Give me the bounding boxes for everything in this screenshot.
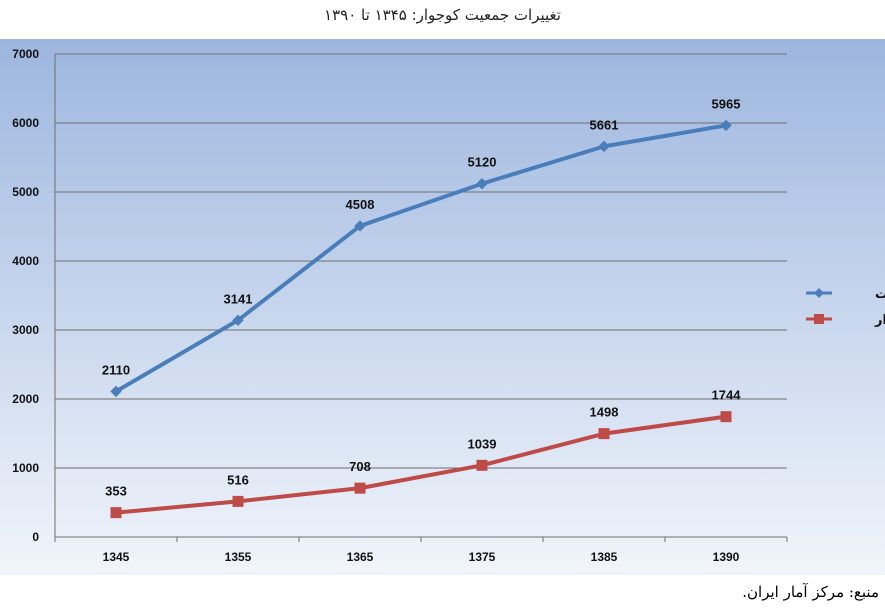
y-tick-label-1000: 1000 (12, 461, 39, 475)
point-marker-0-5 (720, 119, 732, 132)
axes: 0 1000 2000 3000 4000 5000 6000 7000 1345 1355 136… (12, 47, 788, 564)
chart-background (0, 39, 885, 575)
series-group (110, 119, 732, 519)
y-tick-label-0: 0 (32, 530, 39, 544)
y-tick-label-6000: 6000 (12, 116, 39, 130)
y-tick-label-2000: 2000 (12, 392, 39, 406)
point-marker-1-1 (232, 495, 244, 507)
x-tick-label-1385: 1385 (591, 550, 618, 564)
x-tick-label-1375: 1375 (469, 550, 496, 564)
data-label-0-1: 3141 (224, 291, 253, 306)
point-marker-1-5 (720, 411, 732, 423)
point-marker-0-2 (354, 220, 366, 232)
data-label-1-4: 1498 (590, 405, 619, 420)
point-marker-1-3 (476, 459, 488, 471)
y-tick-label-4000: 4000 (12, 254, 39, 268)
x-tick-label-1355: 1355 (225, 550, 252, 564)
source-note: منبع: مرکز آمار ایران. (742, 583, 879, 601)
legend: جمعیت خانوار (806, 287, 885, 328)
data-label-1-1: 516 (227, 472, 249, 487)
point-marker-0-3 (476, 178, 488, 190)
legend-label-1: خانوار (874, 313, 885, 328)
y-tick-label-7000: 7000 (12, 47, 39, 61)
data-label-0-2: 4508 (346, 197, 375, 212)
x-tick-label-1345: 1345 (103, 550, 130, 564)
legend-label-0: جمعیت (875, 287, 885, 302)
point-marker-1-2 (354, 482, 366, 494)
grid-lines (55, 53, 787, 469)
point-marker-0-1 (232, 314, 244, 326)
data-label-1-5: 1744 (712, 388, 742, 403)
data-label-1-0: 353 (105, 484, 127, 499)
x-tick-label-1365: 1365 (347, 550, 374, 564)
x-tick-label-1390: 1390 (713, 550, 740, 564)
data-label-0-5: 5965 (712, 96, 741, 111)
data-label-0-4: 5661 (590, 117, 619, 132)
legend-marker-1 (814, 314, 824, 324)
data-label-0-0: 2110 (102, 362, 130, 377)
point-marker-0-0 (110, 385, 122, 398)
data-label-1-2: 708 (349, 459, 371, 474)
data-labels: 2110 3141 4508 5120 5661 5965 353 516 708 1039 149… (102, 96, 741, 498)
legend-marker-0 (814, 288, 824, 298)
point-marker-1-0 (110, 507, 122, 519)
point-marker-1-4 (598, 428, 610, 440)
y-tick-label-5000: 5000 (12, 185, 39, 199)
y-tick-label-3000: 3000 (12, 323, 39, 337)
data-label-1-3: 1039 (468, 436, 497, 451)
series-line-1 (114, 414, 728, 515)
chart-title: تغییرات جمعیت کوجوار: ۱۳۴۵ تا ۱۳۹۰ (324, 6, 561, 24)
data-label-0-3: 5120 (468, 155, 497, 170)
series-line-0 (114, 123, 728, 394)
point-marker-0-4 (598, 140, 610, 153)
